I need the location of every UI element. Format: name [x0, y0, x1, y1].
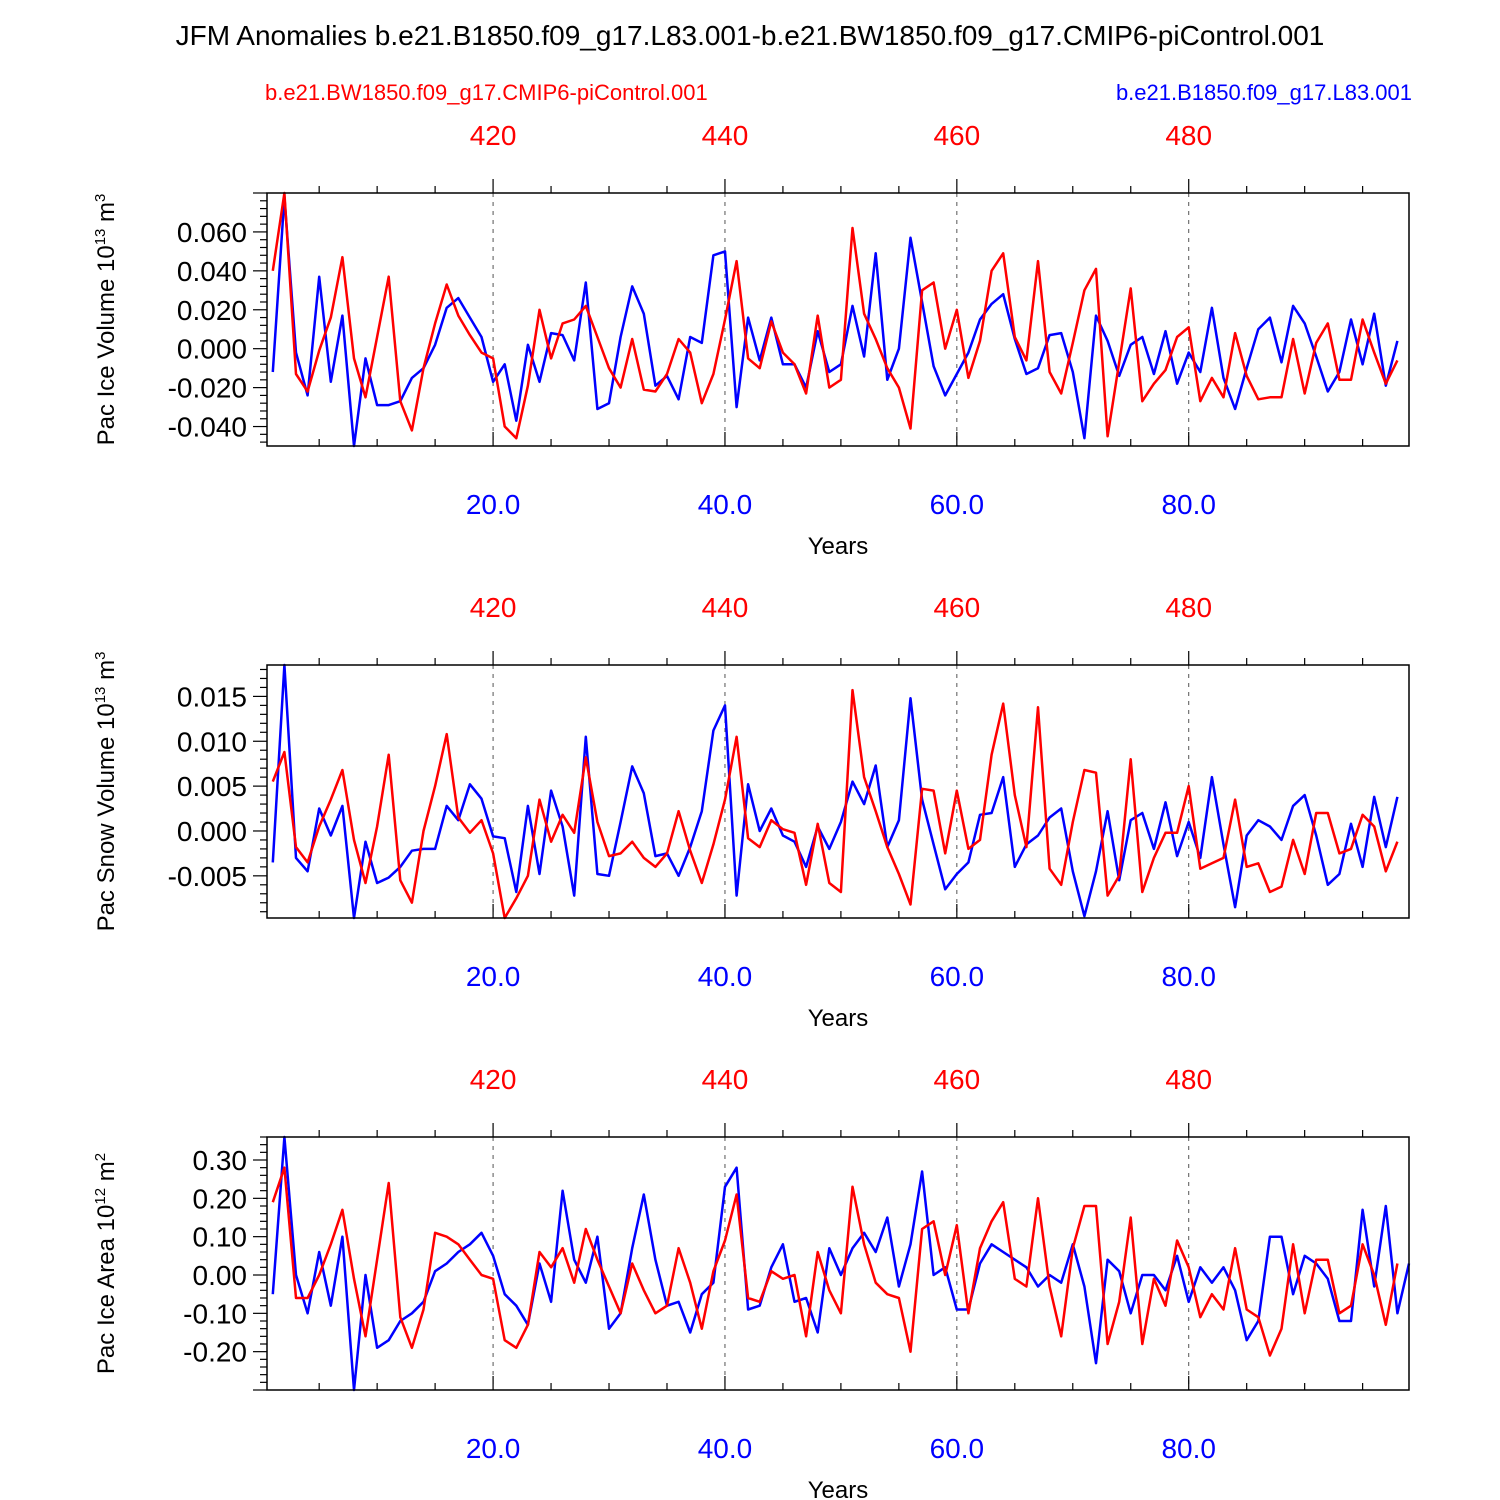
y-tick-label: 0.000 — [177, 816, 247, 847]
y-axis-label-part: m — [93, 1161, 120, 1188]
x-tick-label-top: 480 — [1165, 1064, 1212, 1095]
y-tick-label: 0.10 — [193, 1222, 248, 1253]
y-tick-label: 0.30 — [193, 1145, 248, 1176]
y-tick-label: -0.20 — [183, 1337, 247, 1368]
y-axis-label: Pac Snow Volume 1013 m3 — [92, 652, 120, 932]
y-axis-label-part: m — [93, 202, 120, 229]
x-tick-label-bottom: 20.0 — [466, 1433, 521, 1464]
x-tick-label-bottom: 80.0 — [1161, 489, 1216, 520]
x-tick-label-bottom: 20.0 — [466, 489, 521, 520]
legend-red-case: b.e21.BW1850.f09_g17.CMIP6-piControl.001 — [265, 80, 708, 105]
x-tick-label-bottom: 40.0 — [698, 961, 753, 992]
y-axis-label: Pac Ice Area 1012 m2 — [92, 1153, 120, 1374]
x-tick-label-top: 460 — [933, 592, 980, 623]
series-line-red — [271, 1166, 1399, 1357]
x-tick-label-top: 420 — [470, 1064, 517, 1095]
panel-snow-volume: 20.0 40.0 60.0 80.0 420 440 460 480 Years -0.005 0… — [92, 592, 1410, 1032]
series-line-blue — [271, 663, 1399, 920]
y-tick-label: -0.040 — [168, 412, 247, 443]
y-axis-label-sup: 3 — [92, 194, 109, 202]
x-tick-label-top: 460 — [933, 120, 980, 151]
panel-ice-area: 20.0 40.0 60.0 80.0 420 440 460 480 Years -0.20 -0… — [92, 1064, 1411, 1500]
y-tick-label: -0.10 — [183, 1298, 247, 1329]
y-tick-label: 0.010 — [177, 726, 247, 757]
x-tick-label-bottom: 60.0 — [930, 489, 985, 520]
y-tick-label: 0.020 — [177, 295, 247, 326]
x-tick-label-top: 420 — [470, 592, 517, 623]
y-tick-label: -0.020 — [168, 373, 247, 404]
x-tick-label-top: 420 — [470, 120, 517, 151]
x-tick-label-top: 440 — [702, 1064, 749, 1095]
x-tick-label-top: 460 — [933, 1064, 980, 1095]
figure-title: JFM Anomalies b.e21.B1850.f09_g17.L83.00… — [175, 20, 1325, 51]
y-axis-label-part: Pac Ice Volume 10 — [93, 245, 120, 445]
x-tick-label-bottom: 60.0 — [930, 961, 985, 992]
y-tick-label: 0.040 — [177, 256, 247, 287]
legend-blue-case: b.e21.B1850.f09_g17.L83.001 — [1115, 80, 1412, 105]
y-tick-label: 0.20 — [193, 1183, 248, 1214]
y-tick-label: -0.005 — [168, 861, 247, 892]
series-line-red — [271, 688, 1399, 920]
x-axis-label: Years — [808, 1005, 869, 1032]
y-axis-label: Pac Ice Volume 1013 m3 — [92, 194, 120, 446]
x-axis-label: Years — [808, 1477, 869, 1500]
plot-frame — [266, 192, 1410, 447]
y-tick-label: 0.000 — [177, 334, 247, 365]
x-tick-label-top: 480 — [1165, 592, 1212, 623]
x-axis-label: Years — [808, 533, 869, 560]
plot-frame — [266, 664, 1410, 919]
y-axis-label-sup: 12 — [92, 1188, 109, 1205]
y-axis-label-part: Pac Snow Volume 10 — [93, 703, 120, 931]
x-tick-label-bottom: 80.0 — [1161, 1433, 1216, 1464]
panel-ice-volume: 20.0 40.0 60.0 80.0 420 440 460 480 Years -0.040 -… — [92, 120, 1410, 560]
y-axis-label-sup: 2 — [92, 1153, 109, 1161]
y-axis-label-part: Pac Ice Area 10 — [93, 1205, 120, 1374]
series-line-blue — [271, 195, 1399, 448]
y-tick-label: 0.005 — [177, 771, 247, 802]
y-axis-label-sup: 13 — [92, 687, 109, 704]
x-tick-label-top: 480 — [1165, 120, 1212, 151]
y-tick-label: 0.060 — [177, 217, 247, 248]
x-tick-label-top: 440 — [702, 592, 749, 623]
x-tick-label-bottom: 60.0 — [930, 1433, 985, 1464]
y-axis-label-sup: 3 — [92, 652, 109, 660]
y-axis-label-sup: 13 — [92, 229, 109, 246]
x-tick-label-bottom: 40.0 — [698, 489, 753, 520]
x-tick-label-bottom: 80.0 — [1161, 961, 1216, 992]
plot-frame — [266, 1136, 1410, 1391]
y-tick-label: 0.015 — [177, 681, 247, 712]
x-tick-label-top: 440 — [702, 120, 749, 151]
x-tick-label-bottom: 40.0 — [698, 1433, 753, 1464]
y-tick-label: 0.00 — [193, 1260, 248, 1291]
y-axis-label-part: m — [93, 660, 120, 687]
series-line-red — [271, 191, 1399, 440]
x-tick-label-bottom: 20.0 — [466, 961, 521, 992]
